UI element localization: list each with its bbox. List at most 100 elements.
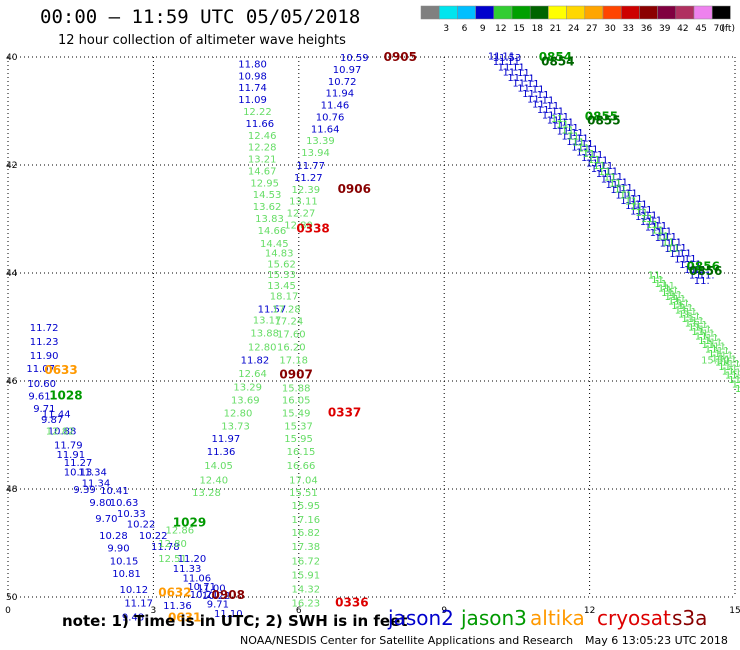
axis-tick-labels: 0 3 6 9 12 15 40 42 44 46 48 50 bbox=[5, 53, 740, 616]
track-glyph: 11. bbox=[532, 100, 548, 111]
wave-height-label: 9.71 bbox=[33, 404, 55, 415]
wave-height-label: 11.77 bbox=[296, 161, 325, 172]
track-glyph: 11. bbox=[606, 180, 622, 191]
x-tick-label: 9 bbox=[441, 606, 447, 616]
y-tick-label: 48 bbox=[6, 485, 18, 495]
colorbar-label: 15 bbox=[513, 24, 524, 34]
wave-height-label: 11.34 bbox=[82, 479, 111, 490]
track-glyph: 11. bbox=[689, 259, 705, 270]
y-tick-label: 46 bbox=[6, 377, 18, 387]
track-glyph: 11. bbox=[547, 101, 563, 112]
track-glyph: 11. bbox=[698, 336, 714, 347]
track-glyph: 11. bbox=[517, 68, 533, 79]
track-glyph: 11. bbox=[532, 85, 548, 96]
track-glyph: 11. bbox=[655, 233, 671, 244]
track-glyph: 11. bbox=[666, 286, 682, 297]
wave-height-label: 13.69 bbox=[231, 395, 260, 406]
track-glyph: 11. bbox=[615, 190, 631, 201]
wave-height-label: 17.16 bbox=[292, 515, 321, 526]
wave-height-label: 17.18 bbox=[279, 355, 308, 366]
wave-height-label: 13.62 bbox=[253, 202, 282, 213]
track-glyph: 11. bbox=[615, 177, 631, 188]
track-glyph: 11. bbox=[662, 281, 678, 292]
wave-height-label: 11.53 bbox=[493, 53, 522, 64]
track-glyph: 11. bbox=[598, 167, 614, 178]
track-glyph: 11. bbox=[645, 210, 661, 221]
wave-height-label: 13.83 bbox=[255, 214, 284, 225]
wave-height-label: 12.39 bbox=[292, 185, 321, 196]
legend-cryosat: cryosat bbox=[597, 606, 671, 630]
wave-height-label: 11.36 bbox=[207, 447, 236, 458]
wave-height-label: 10.33 bbox=[117, 509, 146, 520]
wave-height-label: 15.88 bbox=[282, 383, 311, 394]
track-glyph: 11. bbox=[728, 359, 740, 370]
track-glyph: 11. bbox=[503, 68, 519, 79]
wave-height-label: 11.79 bbox=[54, 441, 83, 452]
wave-height-label: 10.81 bbox=[112, 569, 141, 580]
wave-height-label: 18.17 bbox=[270, 292, 299, 303]
colorbar-label: 21 bbox=[550, 24, 561, 34]
track-glyph: 11. bbox=[651, 275, 667, 286]
track-glyph: 11. bbox=[641, 214, 657, 225]
colorbar-swatch bbox=[511, 5, 531, 20]
wave-height-label: 10.41 bbox=[100, 486, 129, 497]
track-glyph: 11. bbox=[561, 126, 577, 137]
wave-height-label: 14.66 bbox=[258, 226, 287, 237]
track-glyph: 11. bbox=[610, 185, 626, 196]
wave-height-label: 10.22 bbox=[202, 591, 231, 602]
wave-height-label: 13.21 bbox=[248, 155, 277, 166]
colorbar-swatch bbox=[675, 5, 695, 20]
wave-height-label: 12.86 bbox=[166, 526, 195, 537]
track-glyph: 11. bbox=[661, 288, 677, 299]
wave-height-label: 12.64 bbox=[238, 369, 267, 380]
track-glyph: 11. bbox=[648, 270, 664, 281]
track-glyph: 11. bbox=[593, 161, 609, 172]
page-subtitle: 12 hour collection of altimeter wave hei… bbox=[58, 33, 346, 48]
track-glyph: 11. bbox=[684, 265, 700, 276]
wave-height-label: 13.28 bbox=[192, 488, 221, 499]
track-glyph: 11. bbox=[547, 116, 563, 127]
track-glyph: 11. bbox=[609, 179, 625, 190]
colorbar-label: 24 bbox=[568, 24, 580, 34]
x-tick-label: 15 bbox=[729, 606, 740, 616]
wave-height-label: 11.00 bbox=[197, 583, 226, 594]
track-glyph: 11. bbox=[502, 52, 518, 63]
track-glyph: 11. bbox=[556, 126, 572, 137]
colorbar-swatch bbox=[493, 5, 513, 20]
wave-height-label: 15.95 bbox=[292, 501, 321, 512]
wave-height-label: 10.97 bbox=[333, 65, 362, 76]
track-glyph: 11. bbox=[517, 84, 533, 95]
track-glyph: 11. bbox=[675, 305, 691, 316]
track-glyph: 11. bbox=[658, 283, 674, 294]
credit-date: May 6 13:05:23 UTC 2018 bbox=[585, 634, 728, 647]
track-glyph: 11. bbox=[659, 238, 675, 249]
colorbar: 3 6 9 12 15 18 21 24 27 30 33 36 39 42 45 70(ft) bbox=[420, 5, 735, 34]
track-glyph: 11. bbox=[669, 238, 685, 249]
wave-height-label: 11.80 bbox=[238, 59, 267, 70]
track-glyph: 11. bbox=[527, 79, 543, 90]
track-glyph: 11. bbox=[664, 244, 680, 255]
wave-height-label: 11.94 bbox=[325, 89, 354, 100]
colorbar-label: 45 bbox=[695, 24, 706, 34]
wave-height-label: 15.50 bbox=[701, 355, 730, 366]
pass-time-label: 0632 bbox=[158, 586, 191, 600]
colorbar-swatch bbox=[584, 5, 604, 20]
colorbar-swatch bbox=[566, 5, 586, 20]
colorbar-label: 70 bbox=[714, 24, 726, 34]
track-glyph: 11. bbox=[625, 201, 641, 212]
track-glyph: 11. bbox=[678, 310, 694, 321]
wave-height-label: 14.83 bbox=[265, 248, 294, 259]
track-glyph: 11. bbox=[571, 128, 587, 139]
x-tick-label: 0 bbox=[5, 606, 11, 616]
wave-height-label: 11.97 bbox=[212, 434, 241, 445]
wave-height-label: 15.33 bbox=[267, 270, 296, 281]
track-glyph: 11. bbox=[581, 139, 597, 150]
wave-height-label: 11.27 bbox=[64, 458, 93, 469]
wave-height-label: 10.21 bbox=[190, 590, 219, 601]
colorbar-swatch bbox=[602, 5, 622, 20]
colorbar-swatch bbox=[475, 5, 495, 20]
track-glyph: 11. bbox=[717, 346, 733, 357]
wave-height-label: 10.22 bbox=[127, 520, 156, 531]
wave-height-label: 11.46 bbox=[321, 101, 350, 112]
colorbar-swatch bbox=[457, 5, 476, 20]
